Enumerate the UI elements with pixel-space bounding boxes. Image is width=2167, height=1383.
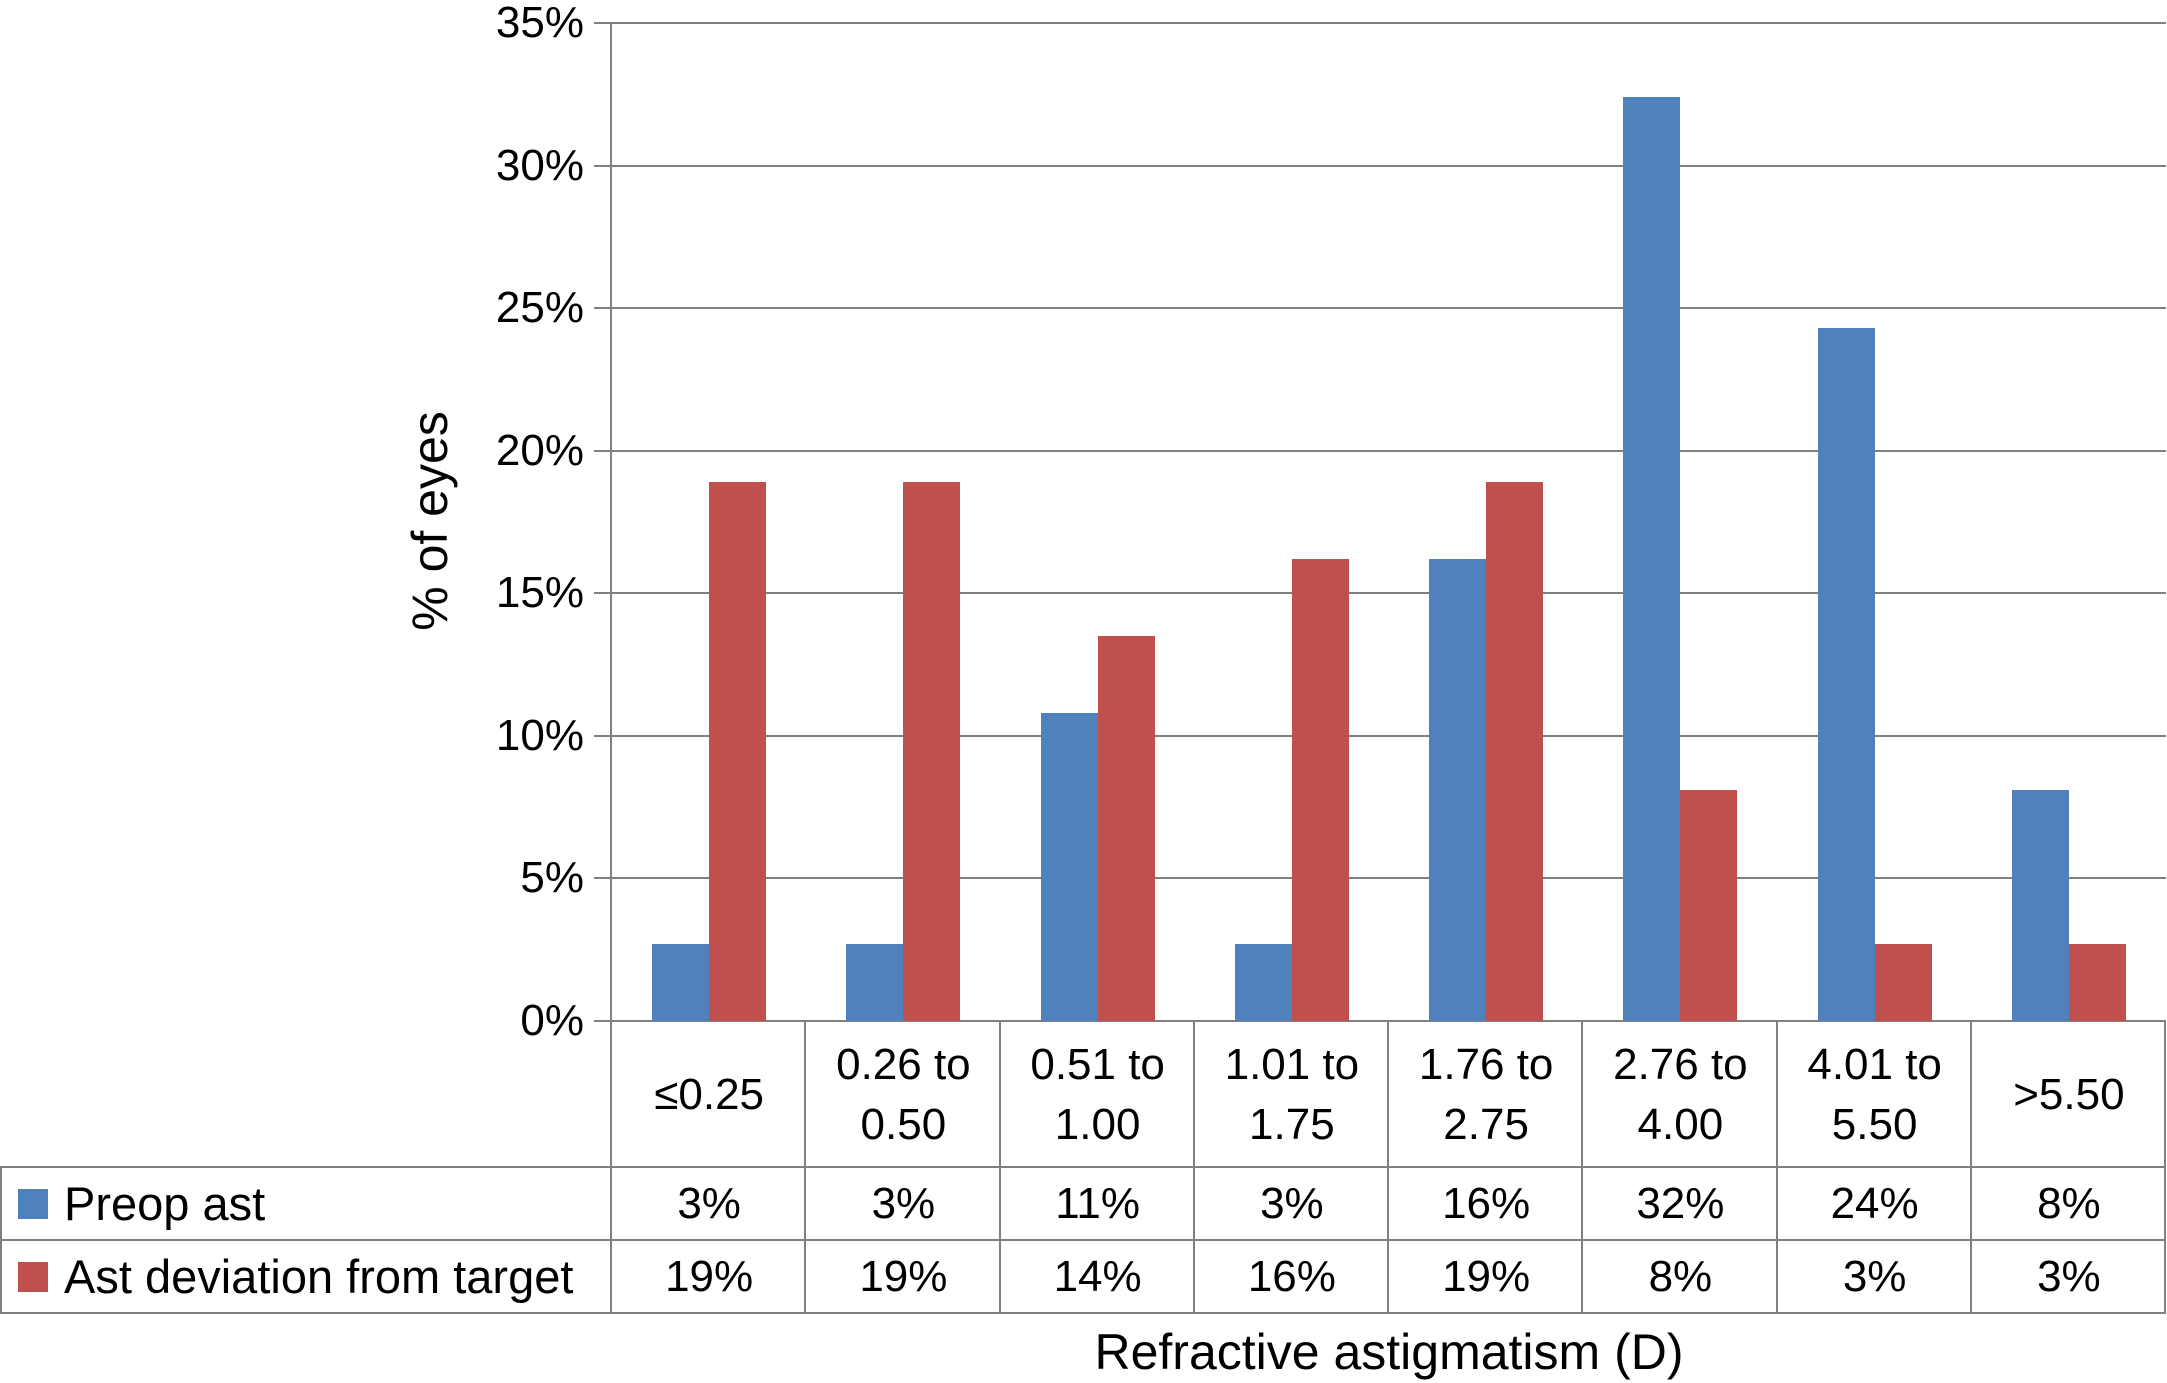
table-value-cell: 8% [1648, 1251, 1713, 1301]
table-value-cell: 3% [871, 1178, 936, 1228]
table-value-cell: 3% [677, 1178, 741, 1228]
category-label-cell: 4.01 to 5.50 [1778, 1023, 1972, 1167]
y-tick-label: 10% [495, 710, 584, 760]
category-label-cell: 1.01 to 1.75 [1195, 1023, 1389, 1167]
table-value-cell: 24% [1830, 1178, 1919, 1228]
category-label-cell: 1.76 to 2.75 [1389, 1023, 1583, 1167]
y-tick-label: 0% [520, 996, 584, 1045]
y-axis-line [610, 23, 612, 1021]
gridline [612, 164, 2166, 167]
y-axis-tick [594, 22, 612, 24]
gridline [612, 449, 2166, 452]
y-axis-tick [594, 734, 612, 737]
category-label-line: 1.76 to [1418, 1040, 1554, 1089]
bar-ast-deviation-from-target [903, 482, 961, 1021]
category-label-line: 1.75 [1249, 1100, 1335, 1149]
table-value-cell: 3% [2037, 1251, 2101, 1301]
bar-preop-ast [1817, 328, 1875, 1021]
y-tick-label: 25% [495, 283, 584, 333]
category-label-line: 2.76 to [1613, 1040, 1748, 1089]
category-label-line: 1.00 [1054, 1100, 1141, 1149]
legend-label: Preop ast [64, 1177, 266, 1230]
table-horizontal-border [0, 1312, 2166, 1314]
bar-preop-ast [652, 944, 710, 1021]
table-horizontal-border [0, 1239, 2166, 1241]
bar-preop-ast [2011, 790, 2069, 1021]
category-label-line: 4.00 [1637, 1100, 1724, 1149]
table-value-cell: 8% [2037, 1178, 2101, 1228]
bar-ast-deviation-from-target [1874, 944, 1932, 1021]
y-axis-tick [594, 164, 612, 167]
category-label-line: 0.26 to [836, 1040, 971, 1089]
category-label-cell: ≤0.25 [612, 1023, 806, 1167]
y-tick-label: 5% [520, 853, 584, 903]
legend-label: Ast deviation from target [64, 1250, 574, 1303]
y-axis-tick [594, 1020, 612, 1022]
table-value-cell: 19% [1442, 1251, 1531, 1301]
category-label-cell: 0.51 to 1.00 [1001, 1023, 1195, 1167]
y-axis-tick [594, 592, 612, 595]
bar-ast-deviation-from-target [1680, 790, 1738, 1021]
legend-swatch-preop-ast [18, 1188, 48, 1219]
category-label-line: 1.01 to [1224, 1040, 1360, 1089]
table-value-cell: 16% [1442, 1178, 1531, 1228]
table-value-cell: 3% [1842, 1251, 1907, 1301]
x-axis-title: Refractive astigmatism (D) [1094, 1324, 1684, 1380]
legend-cell: Preop ast [2, 1168, 610, 1239]
table-value-cell: 14% [1053, 1251, 1142, 1301]
category-label-line: 2.75 [1443, 1100, 1529, 1149]
legend-swatch-ast-deviation-from-target [18, 1261, 48, 1292]
category-label-line: >5.50 [2013, 1070, 2125, 1119]
y-axis-tick [594, 307, 612, 310]
y-axis-tick [594, 449, 612, 452]
table-value-cell: 32% [1636, 1178, 1725, 1228]
category-label-line: 4.01 to [1807, 1040, 1942, 1089]
bar-ast-deviation-from-target [709, 482, 767, 1021]
bar-ast-deviation-from-target [1486, 482, 1544, 1021]
gridline [612, 877, 2166, 880]
category-label-cell: 0.26 to 0.50 [806, 1023, 1000, 1167]
y-tick-label: 35% [495, 0, 584, 47]
bar-preop-ast [1623, 97, 1681, 1021]
category-label-cell: >5.50 [1972, 1023, 2166, 1167]
bar-preop-ast [1040, 713, 1098, 1021]
gridline [612, 1020, 2166, 1022]
category-label-line: 5.50 [1831, 1100, 1918, 1149]
table-value-cell: 11% [1055, 1178, 1141, 1228]
table-horizontal-border [0, 1166, 2166, 1168]
category-label-line: ≤0.25 [654, 1070, 765, 1119]
bar-preop-ast [1429, 559, 1487, 1021]
category-label-line: 0.51 to [1030, 1040, 1165, 1089]
legend-cell: Ast deviation from target [2, 1241, 610, 1312]
table-value-cell: 19% [859, 1251, 948, 1301]
gridline [612, 22, 2166, 24]
y-axis-tick [594, 877, 612, 880]
category-label-cell: 2.76 to 4.00 [1583, 1023, 1777, 1167]
y-tick-label: 15% [495, 568, 584, 618]
gridline [612, 307, 2166, 310]
bar-preop-ast [846, 944, 904, 1021]
bar-ast-deviation-from-target [1291, 559, 1349, 1021]
y-tick-label: 30% [495, 140, 584, 190]
table-value-cell: 3% [1260, 1178, 1324, 1228]
gridline [612, 734, 2166, 737]
bar-ast-deviation-from-target [2068, 944, 2126, 1021]
table-value-cell: 16% [1247, 1251, 1336, 1301]
table-value-cell: 19% [665, 1251, 754, 1301]
category-label-line: 0.50 [860, 1100, 947, 1149]
bar-preop-ast [1234, 944, 1292, 1021]
y-tick-label: 20% [495, 425, 584, 475]
bar-ast-deviation-from-target [1097, 636, 1155, 1021]
gridline [612, 592, 2166, 595]
